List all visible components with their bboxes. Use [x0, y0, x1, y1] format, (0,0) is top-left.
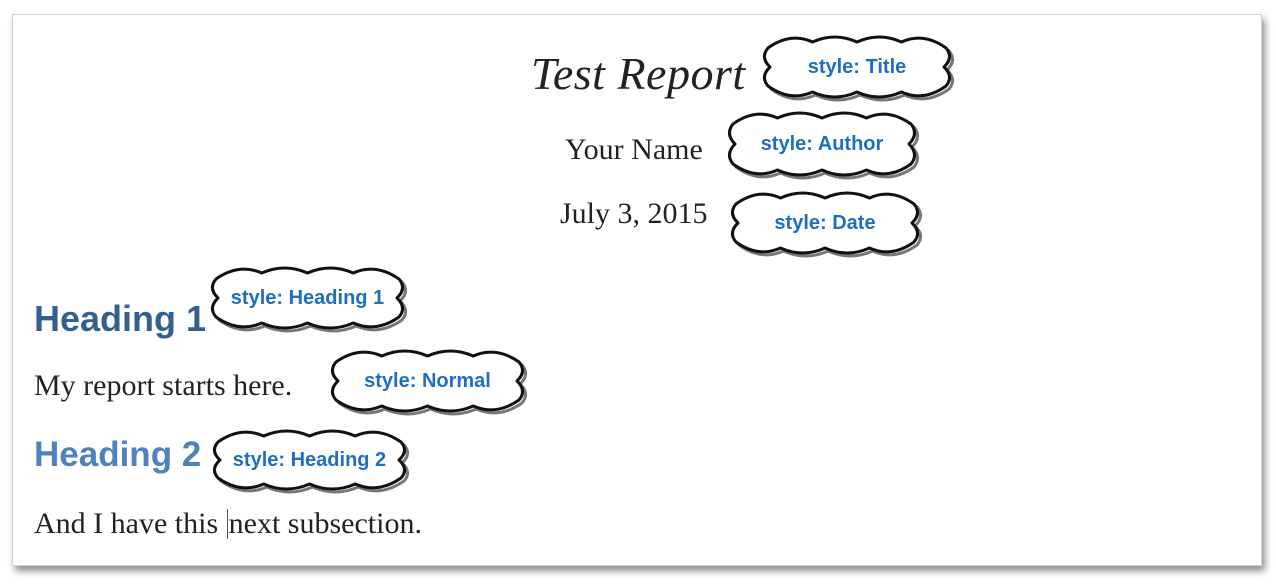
- cloud-shape: [213, 429, 409, 494]
- callout-date-label: style: Date: [774, 211, 876, 234]
- callout-author: style: Author: [727, 110, 919, 180]
- callout-author-label: style: Author: [760, 132, 884, 155]
- cloud-outline: [211, 266, 404, 330]
- cloud-shape: [211, 266, 407, 333]
- cloud-shape: [728, 111, 919, 180]
- heading-2: Heading 2: [34, 435, 202, 474]
- callout-heading-1: style: Heading 1: [210, 265, 407, 333]
- cloud-shape: [331, 349, 527, 416]
- cloud-outline: [731, 191, 919, 255]
- callout-heading-2: style: Heading 2: [212, 428, 409, 494]
- callout-normal-label: style: Normal: [364, 369, 491, 392]
- doc-date: July 3, 2015: [560, 197, 708, 230]
- cloud-shape: [731, 191, 922, 258]
- callout-date: style: Date: [730, 190, 922, 258]
- text-cursor: [226, 509, 228, 539]
- callout-heading-2-label: style: Heading 2: [232, 448, 387, 471]
- callout-normal: style: Normal: [330, 348, 527, 416]
- document-page: Test Report Your Name July 3, 2015 Headi…: [12, 14, 1262, 566]
- doc-author: Your Name: [565, 133, 703, 166]
- cloud-outline: [728, 111, 916, 177]
- heading-1: Heading 1: [34, 298, 207, 339]
- subsection-paragraph[interactable]: And I have this next subsection.: [34, 507, 422, 541]
- cloud-outline: [213, 429, 406, 491]
- normal-paragraph: My report starts here.: [34, 369, 293, 402]
- callout-heading-1-label: style: Heading 1: [230, 286, 385, 309]
- cloud-shape: [763, 35, 954, 102]
- callout-title: style: Title: [762, 34, 954, 102]
- doc-title: Test Report: [531, 48, 746, 99]
- subsection-text-before-cursor: And I have this: [34, 507, 226, 540]
- subsection-text-after-cursor: next subsection.: [228, 507, 422, 540]
- cloud-outline: [763, 35, 951, 99]
- cloud-outline: [331, 349, 524, 413]
- callout-title-label: style: Title: [807, 55, 907, 78]
